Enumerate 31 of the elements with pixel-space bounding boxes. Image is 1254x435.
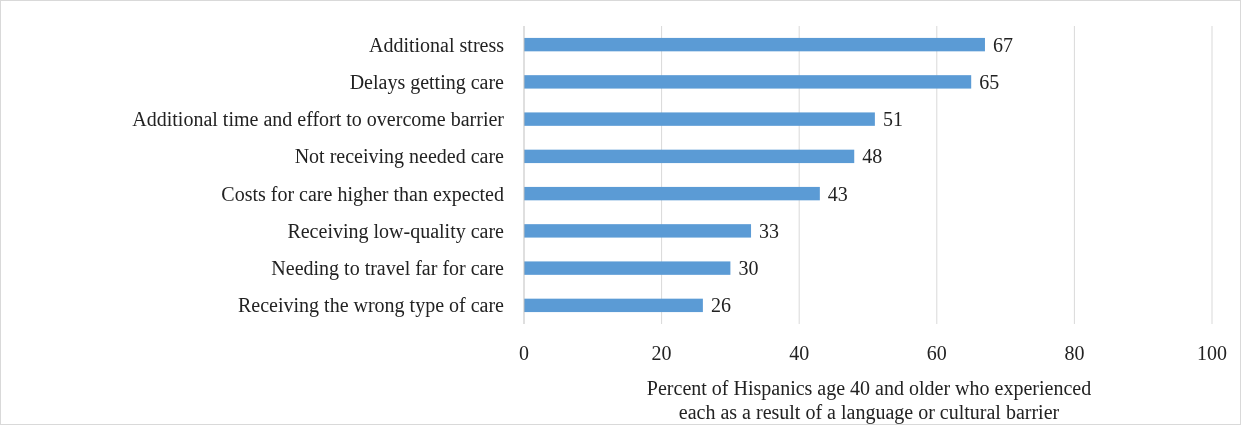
data-label: 67: [992, 33, 1013, 56]
y-tick-label: Receiving the wrong type of care: [237, 294, 505, 318]
x-tick-label: 40: [789, 342, 810, 364]
data-label: 26: [710, 294, 731, 317]
x-tick-label: 80: [1064, 342, 1085, 364]
y-tick-label: Costs for care higher than expected: [221, 182, 504, 206]
x-tick-label: 100: [1197, 342, 1227, 364]
y-tick-label: Receiving low-quality care: [287, 219, 505, 243]
x-axis-title: Percent of Hispanics age 40 and older who experienced each as a result of a language or cultural barrier: [646, 377, 1092, 424]
data-label: 48: [862, 145, 883, 168]
y-tick-label: Needing to travel far for care: [271, 257, 505, 281]
data-label: 33: [759, 219, 780, 242]
data-label: 51: [882, 108, 903, 131]
bar: [524, 149, 855, 164]
bar: [524, 112, 875, 126]
x-tick-label: 0: [519, 342, 529, 364]
y-tick-label: Additional stress: [369, 33, 505, 56]
x-tick-label: 60: [926, 342, 947, 364]
data-label: 65: [979, 70, 1000, 93]
y-tick-label: Delays getting care: [349, 70, 505, 94]
bar: [524, 224, 752, 238]
bar: [524, 37, 985, 52]
data-label: 30: [738, 257, 759, 280]
y-tick-label: Additional time and effort to overcome barrier: [132, 108, 505, 131]
data-label: 43: [827, 182, 848, 205]
bar: [524, 261, 731, 275]
y-tick-label: Not receiving needed care: [294, 145, 505, 169]
bar: [524, 75, 972, 89]
bar: [524, 298, 703, 313]
bar: [524, 186, 820, 201]
x-tick-label: 20: [651, 342, 672, 364]
